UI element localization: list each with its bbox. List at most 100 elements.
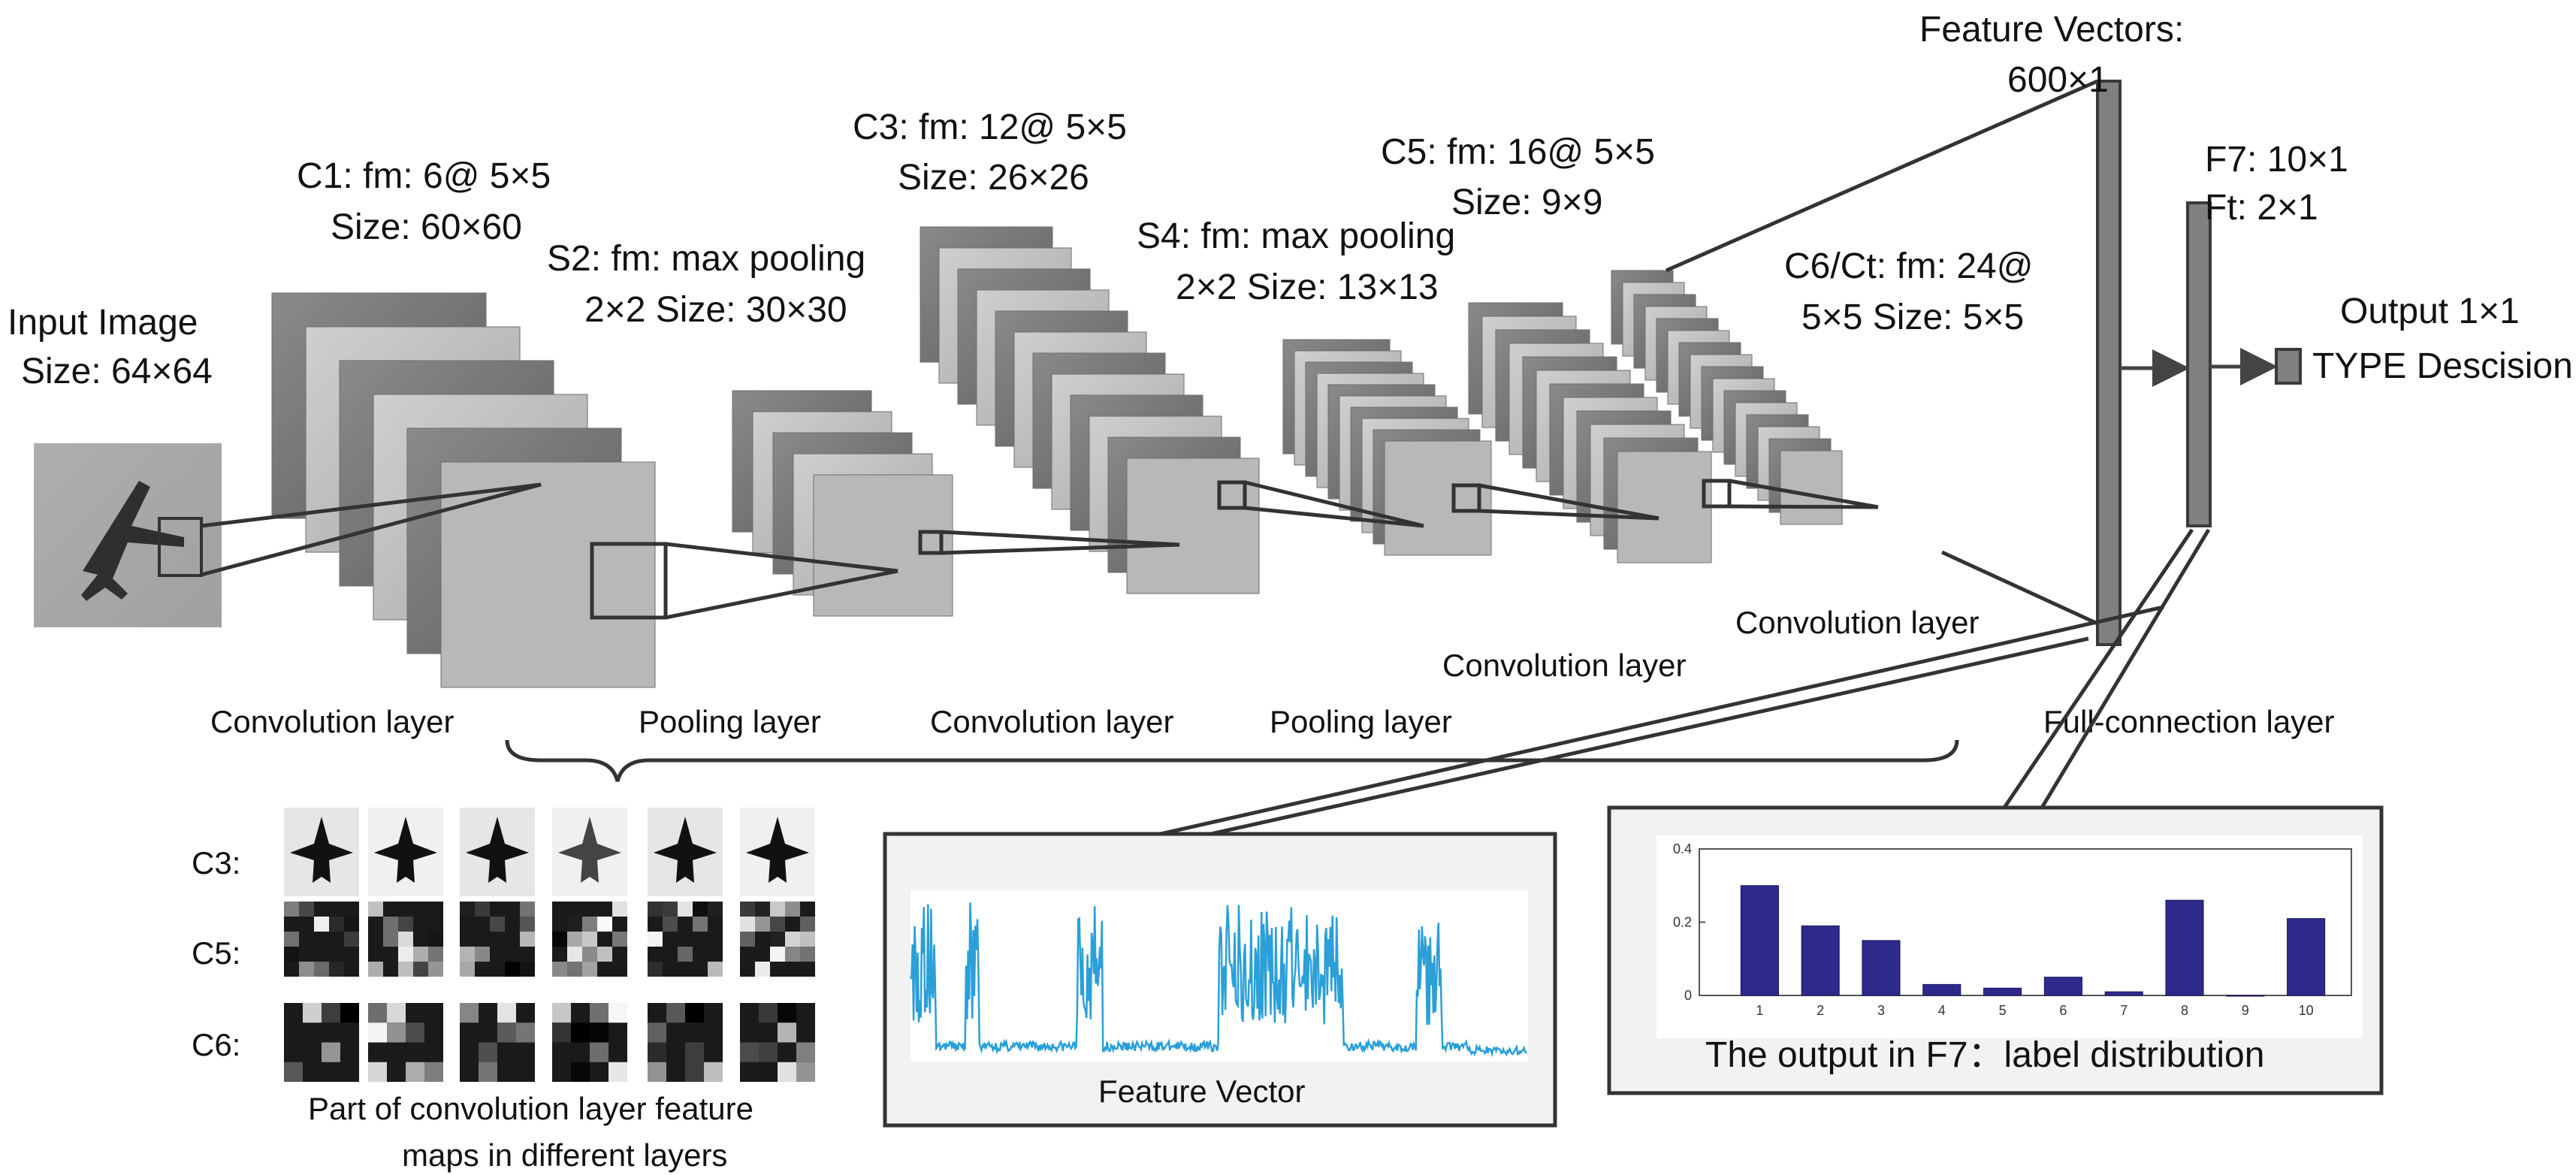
f7-ytick-label: 0.2 <box>1673 915 1692 930</box>
thumb-cell <box>800 932 815 947</box>
s4-projection-line-bottom <box>1244 506 1424 528</box>
f7-bar-8 <box>2165 899 2204 996</box>
thumb-cell <box>552 1042 571 1062</box>
c5-projection-line-top <box>1478 483 1659 521</box>
thumb-cell <box>609 1003 627 1023</box>
f7-spec: F7: 10×1 <box>2205 140 2348 180</box>
thumb-cell <box>770 947 785 962</box>
thumb-cell <box>322 1042 340 1062</box>
thumb-cell <box>785 902 800 917</box>
f7-bar-4 <box>1922 983 1961 996</box>
thumb-cell <box>704 1062 723 1082</box>
c5-projection-line-bottom <box>1478 509 1659 521</box>
thumb-cell <box>387 1003 406 1023</box>
thumb-cell <box>368 962 383 977</box>
thumb-cell <box>778 1062 796 1082</box>
thumb-cell <box>314 962 329 977</box>
thumb-cell <box>368 1003 387 1023</box>
thumb-cell <box>552 932 567 947</box>
f7-xtick-label: 8 <box>2181 1003 2188 1018</box>
f7-bar-10 <box>2287 918 2326 996</box>
f7-xtick-label: 3 <box>1877 1003 1885 1018</box>
thumb-cell <box>383 917 398 932</box>
output-decision: TYPE Descision <box>2312 346 2573 386</box>
thumb-cell <box>387 1022 406 1043</box>
thumb-cell <box>516 1042 535 1062</box>
layer-label-conv4: Convolution layer <box>1442 648 1687 683</box>
c5-spec: C5: fm: 16@ 5×5 <box>1381 132 1655 172</box>
s2-size: 2×2 Size: 30×30 <box>584 290 847 330</box>
thumb-airplane-icon <box>746 817 809 883</box>
thumb-cell <box>597 917 612 932</box>
thumb-cell <box>460 947 475 962</box>
thumb-cell <box>648 1022 666 1043</box>
f7-xtick-label: 1 <box>1756 1003 1763 1018</box>
thumb-cell <box>685 1062 704 1082</box>
f7-xtick-label: 4 <box>1938 1003 1946 1018</box>
thumb-cell <box>759 1042 778 1062</box>
thumb-cell <box>368 1062 387 1082</box>
thumb-cell <box>567 962 582 977</box>
thumb-cell <box>648 1042 666 1062</box>
thumb-cell <box>406 1022 424 1043</box>
row-label-c3: C3: <box>192 845 240 880</box>
thumb-cell <box>708 902 723 917</box>
thumb-cell <box>590 1042 609 1062</box>
c1-projection-line-bottom <box>201 482 542 577</box>
c3-receptive-window <box>1217 480 1247 510</box>
layers-grouping-brace <box>505 739 1959 782</box>
thumb-cell <box>299 902 314 917</box>
f7-bar-7 <box>2104 991 2143 996</box>
s4-map-10 <box>1384 440 1492 556</box>
thumb-cell <box>778 1022 796 1043</box>
feature-vector-bar <box>2096 80 2122 646</box>
thumb-cell <box>708 962 723 977</box>
thumb-cell <box>693 917 708 932</box>
s4-projection-line-top <box>1244 480 1424 528</box>
thumb-cell <box>314 917 329 932</box>
s2-map-5 <box>813 474 953 617</box>
thumb-cell <box>800 917 815 932</box>
thumb-cell <box>368 1022 387 1043</box>
thumb-cell <box>648 932 663 947</box>
thumb-cell <box>329 962 344 977</box>
thumb-cell <box>678 947 693 962</box>
c6-projection-line-bottom <box>1729 504 1879 509</box>
c3-size: Size: 26×26 <box>898 158 1089 198</box>
c6-feature-map-stack <box>1611 270 1843 525</box>
thumb-cell <box>648 962 663 977</box>
fv-panel-pointer-left <box>1160 605 2164 836</box>
thumb-cell <box>428 962 443 977</box>
thumb-cell <box>770 917 785 932</box>
output-title: Output 1×1 <box>2340 291 2520 331</box>
thumb-cell <box>582 962 597 977</box>
feature-maps-caption-line1: Part of convolution layer feature <box>308 1091 753 1126</box>
f7-chart-title: The output in F7：label distribution <box>1705 1035 2264 1075</box>
thumb-cell <box>406 1062 424 1082</box>
thumb-cell <box>520 962 535 977</box>
thumb-cell <box>398 962 413 977</box>
thumb-cell <box>785 947 800 962</box>
thumb-cell <box>778 1003 796 1023</box>
fv-title: Feature Vectors: <box>1919 10 2184 50</box>
thumb-cell <box>552 1003 571 1023</box>
thumb-cell <box>770 932 785 947</box>
fv-size: 600×1 <box>2007 60 2109 100</box>
f7-xtick-label: 10 <box>2299 1003 2314 1018</box>
f7-panel-pointer-left <box>2002 528 2194 809</box>
f7-xtick-label: 9 <box>2242 1003 2249 1018</box>
c5-receptive-window <box>1702 479 1732 509</box>
c1-map-6 <box>440 461 656 688</box>
s2-receptive-window <box>918 530 944 555</box>
thumb-cell <box>567 947 582 962</box>
thumb-cell <box>693 902 708 917</box>
thumb-cell <box>413 962 428 977</box>
s4-spec: S4: fm: max pooling <box>1137 216 1455 256</box>
f7-xtick-label: 5 <box>1999 1003 2007 1018</box>
thumb-cell <box>755 962 770 977</box>
s2-spec: S2: fm: max pooling <box>547 239 865 279</box>
thumb-cell <box>497 1003 516 1023</box>
thumb-cell <box>648 1062 666 1082</box>
airplane-icon <box>81 481 184 601</box>
